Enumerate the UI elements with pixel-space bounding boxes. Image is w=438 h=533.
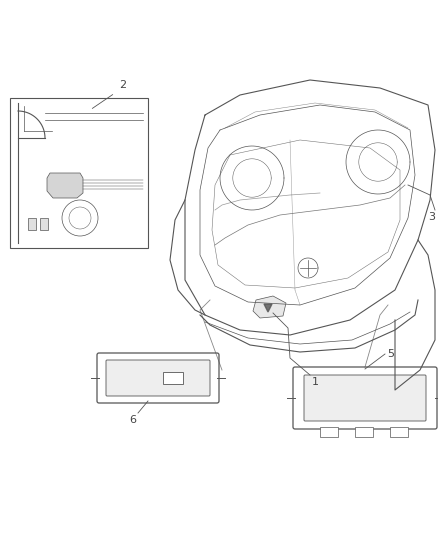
Polygon shape	[253, 296, 286, 318]
FancyBboxPatch shape	[293, 367, 437, 429]
FancyBboxPatch shape	[304, 375, 426, 421]
Text: 2: 2	[119, 80, 126, 90]
Bar	[355, 427, 373, 437]
Bar	[10, 98, 148, 248]
FancyBboxPatch shape	[106, 360, 210, 396]
Bar	[390, 427, 408, 437]
Text: 3: 3	[428, 212, 435, 222]
Text: 6: 6	[129, 415, 136, 425]
Polygon shape	[264, 304, 272, 312]
Text: 5: 5	[387, 349, 394, 359]
Text: 1: 1	[312, 377, 319, 387]
Bar	[320, 427, 338, 437]
Bar	[40, 218, 48, 230]
FancyBboxPatch shape	[97, 353, 219, 403]
Bar	[163, 372, 183, 384]
Polygon shape	[47, 173, 83, 198]
Bar	[28, 218, 36, 230]
